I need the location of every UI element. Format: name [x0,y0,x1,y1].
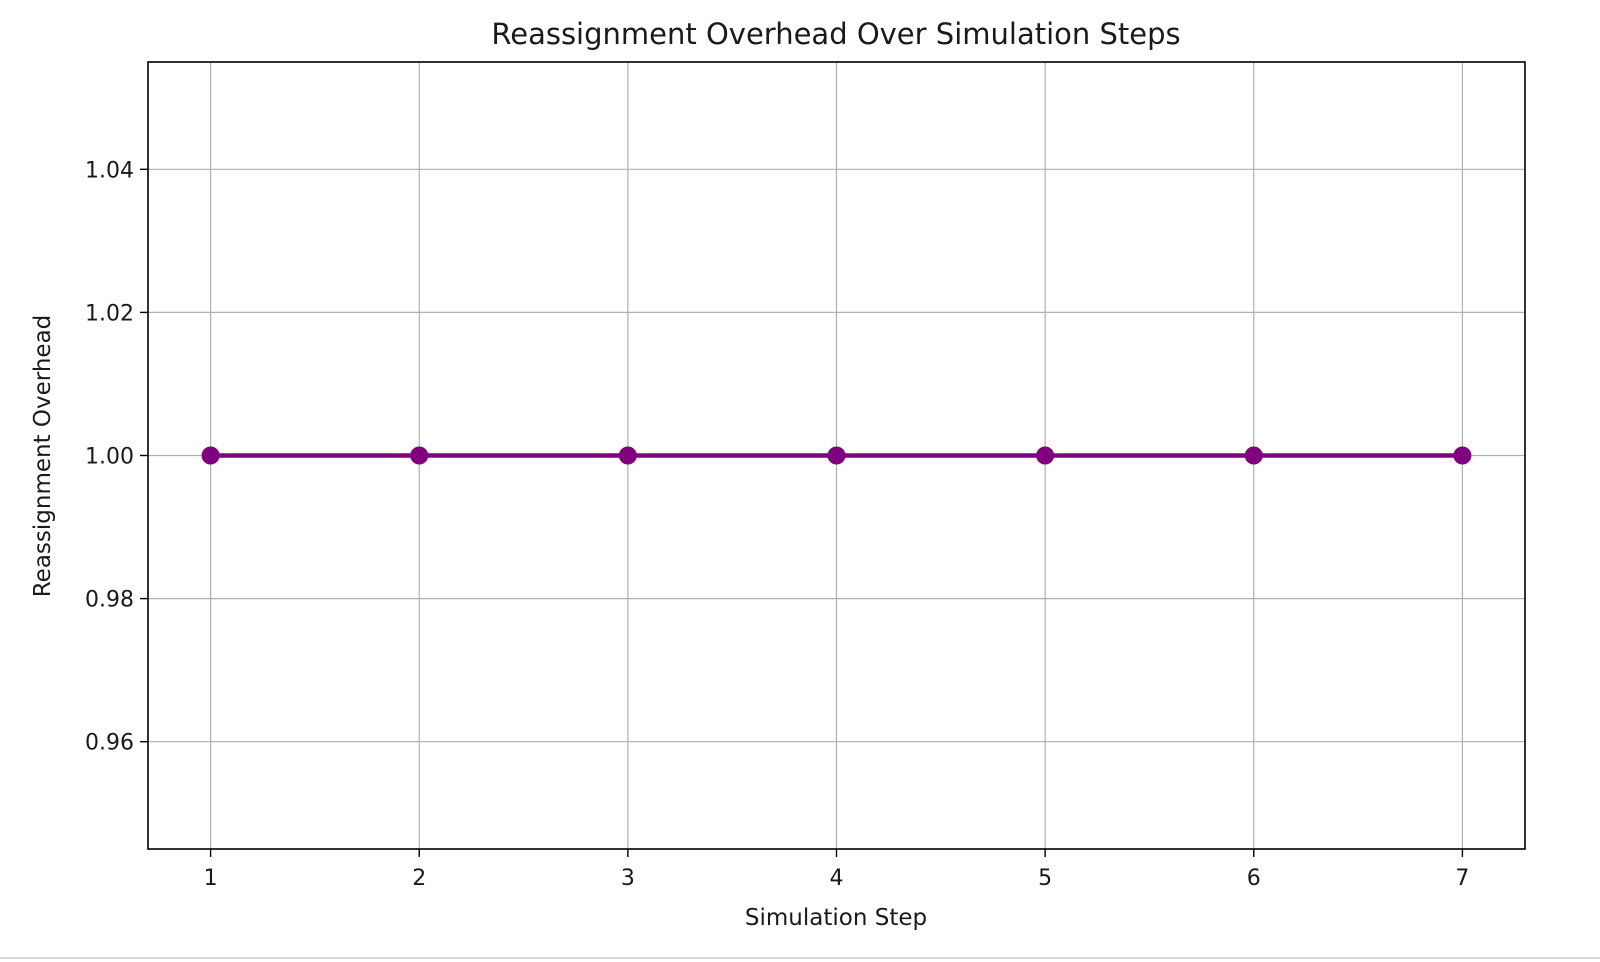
axis-ticks: 1 2 3 4 5 6 7 0.96 0.98 1.00 1.02 1.04 [85,158,1469,891]
x-axis-label: Simulation Step [745,905,927,931]
x-tick-label: 1 [204,866,218,891]
plot-frame [147,61,1526,850]
x-tick-label: 7 [1455,866,1469,891]
data-point-marker [1453,446,1472,465]
x-tick-label: 6 [1247,866,1261,891]
data-point-marker [201,446,220,465]
y-tick-label: 1.00 [85,445,134,470]
series-layer [201,446,1472,465]
y-tick-label: 1.02 [85,301,134,326]
chart-title: Reassignment Overhead Over Simulation St… [491,17,1180,51]
y-axis-label: Reassignment Overhead [30,315,56,598]
x-tick-label: 4 [830,866,844,891]
y-tick-label: 0.98 [85,588,134,613]
x-tick-label: 5 [1038,866,1052,891]
data-point-marker [618,446,637,465]
data-point-marker [410,446,429,465]
data-point-marker [1036,446,1055,465]
x-tick-label: 2 [412,866,426,891]
y-tick-label: 1.04 [85,158,134,183]
y-tick-label: 0.96 [85,731,134,756]
data-point-marker [1244,446,1263,465]
data-point-marker [827,446,846,465]
bottom-divider [0,957,1600,959]
x-tick-label: 3 [621,866,635,891]
